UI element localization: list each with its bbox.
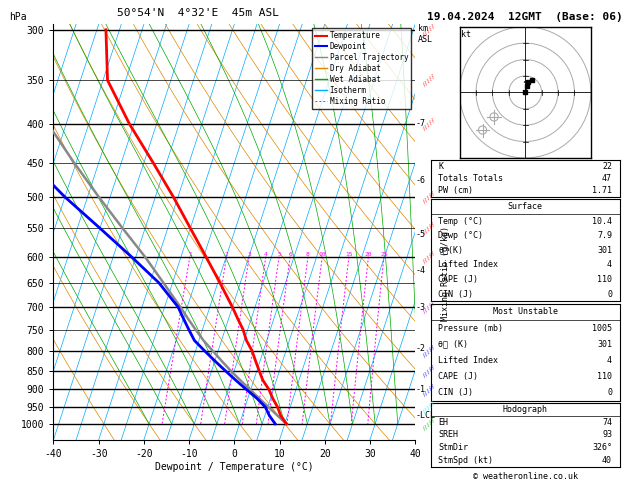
Text: Lifted Index: Lifted Index <box>438 260 498 269</box>
Text: PW (cm): PW (cm) <box>438 186 474 195</box>
Text: 10: 10 <box>318 252 326 257</box>
Text: /////: ///// <box>421 417 437 432</box>
Text: 326°: 326° <box>592 443 612 452</box>
Text: -7: -7 <box>415 120 425 128</box>
Text: 4: 4 <box>607 260 612 269</box>
Text: /////: ///// <box>421 343 437 358</box>
Text: Temp (°C): Temp (°C) <box>438 217 484 226</box>
Legend: Temperature, Dewpoint, Parcel Trajectory, Dry Adiabat, Wet Adiabat, Isotherm, Mi: Temperature, Dewpoint, Parcel Trajectory… <box>312 28 411 109</box>
Text: -4: -4 <box>415 265 425 275</box>
Text: /////: ///// <box>421 73 437 88</box>
Text: km
ASL: km ASL <box>418 24 433 44</box>
Text: 40: 40 <box>602 456 612 465</box>
Text: /////: ///// <box>421 190 437 205</box>
Text: 47: 47 <box>602 174 612 183</box>
Text: 8: 8 <box>306 252 310 257</box>
Text: 3: 3 <box>247 252 251 257</box>
Text: CIN (J): CIN (J) <box>438 388 474 398</box>
Text: /////: ///// <box>421 22 437 37</box>
Text: /////: ///// <box>421 249 437 264</box>
Text: 10.4: 10.4 <box>592 217 612 226</box>
Text: Pressure (mb): Pressure (mb) <box>438 324 503 332</box>
Text: 4: 4 <box>607 356 612 365</box>
Text: /////: ///// <box>421 399 437 415</box>
Text: /////: ///// <box>421 363 437 378</box>
X-axis label: Dewpoint / Temperature (°C): Dewpoint / Temperature (°C) <box>155 462 314 471</box>
Text: -1: -1 <box>415 385 425 394</box>
Text: /////: ///// <box>421 382 437 397</box>
Text: kt: kt <box>461 30 471 38</box>
Text: -3: -3 <box>415 303 425 312</box>
Text: hPa: hPa <box>9 12 27 22</box>
Text: 5: 5 <box>277 252 281 257</box>
Text: 93: 93 <box>602 431 612 439</box>
Text: CAPE (J): CAPE (J) <box>438 275 479 284</box>
Text: K: K <box>438 162 443 171</box>
Text: θᴇ(K): θᴇ(K) <box>438 246 464 255</box>
Text: 110: 110 <box>597 275 612 284</box>
Text: 1.71: 1.71 <box>592 186 612 195</box>
Text: /////: ///// <box>421 117 437 132</box>
Text: 1005: 1005 <box>592 324 612 332</box>
Text: -5: -5 <box>415 229 425 239</box>
Text: Totals Totals: Totals Totals <box>438 174 503 183</box>
Text: 15: 15 <box>345 252 353 257</box>
Text: 0: 0 <box>607 290 612 298</box>
Text: © weatheronline.co.uk: © weatheronline.co.uk <box>473 472 577 481</box>
Text: 301: 301 <box>597 340 612 349</box>
Text: 25: 25 <box>380 252 387 257</box>
Text: Mixing Ratio (g/kg): Mixing Ratio (g/kg) <box>441 226 450 321</box>
Text: 1: 1 <box>188 252 192 257</box>
Text: Hodograph: Hodograph <box>503 405 548 414</box>
Text: θᴇ (K): θᴇ (K) <box>438 340 469 349</box>
Text: 20: 20 <box>365 252 372 257</box>
Text: StmSpd (kt): StmSpd (kt) <box>438 456 493 465</box>
Text: -2: -2 <box>415 344 425 353</box>
Text: 2: 2 <box>225 252 228 257</box>
Text: -6: -6 <box>415 176 425 185</box>
Text: SREH: SREH <box>438 431 459 439</box>
Text: 0: 0 <box>607 388 612 398</box>
Text: -LCL: -LCL <box>415 411 435 420</box>
Text: /////: ///// <box>421 221 437 236</box>
Text: /////: ///// <box>421 299 437 314</box>
Text: 7.9: 7.9 <box>597 231 612 240</box>
Text: Most Unstable: Most Unstable <box>493 307 558 316</box>
Text: CAPE (J): CAPE (J) <box>438 372 479 381</box>
Text: Surface: Surface <box>508 202 543 211</box>
Text: Dewp (°C): Dewp (°C) <box>438 231 484 240</box>
Text: 19.04.2024  12GMT  (Base: 06): 19.04.2024 12GMT (Base: 06) <box>427 12 623 22</box>
Text: 50°54'N  4°32'E  45m ASL: 50°54'N 4°32'E 45m ASL <box>117 8 279 18</box>
Text: StmDir: StmDir <box>438 443 469 452</box>
Text: 22: 22 <box>602 162 612 171</box>
Text: 110: 110 <box>597 372 612 381</box>
Text: 6: 6 <box>288 252 292 257</box>
Text: CIN (J): CIN (J) <box>438 290 474 298</box>
Text: 74: 74 <box>602 418 612 427</box>
Text: 4: 4 <box>264 252 268 257</box>
Text: 301: 301 <box>597 246 612 255</box>
Text: EH: EH <box>438 418 448 427</box>
Text: Lifted Index: Lifted Index <box>438 356 498 365</box>
